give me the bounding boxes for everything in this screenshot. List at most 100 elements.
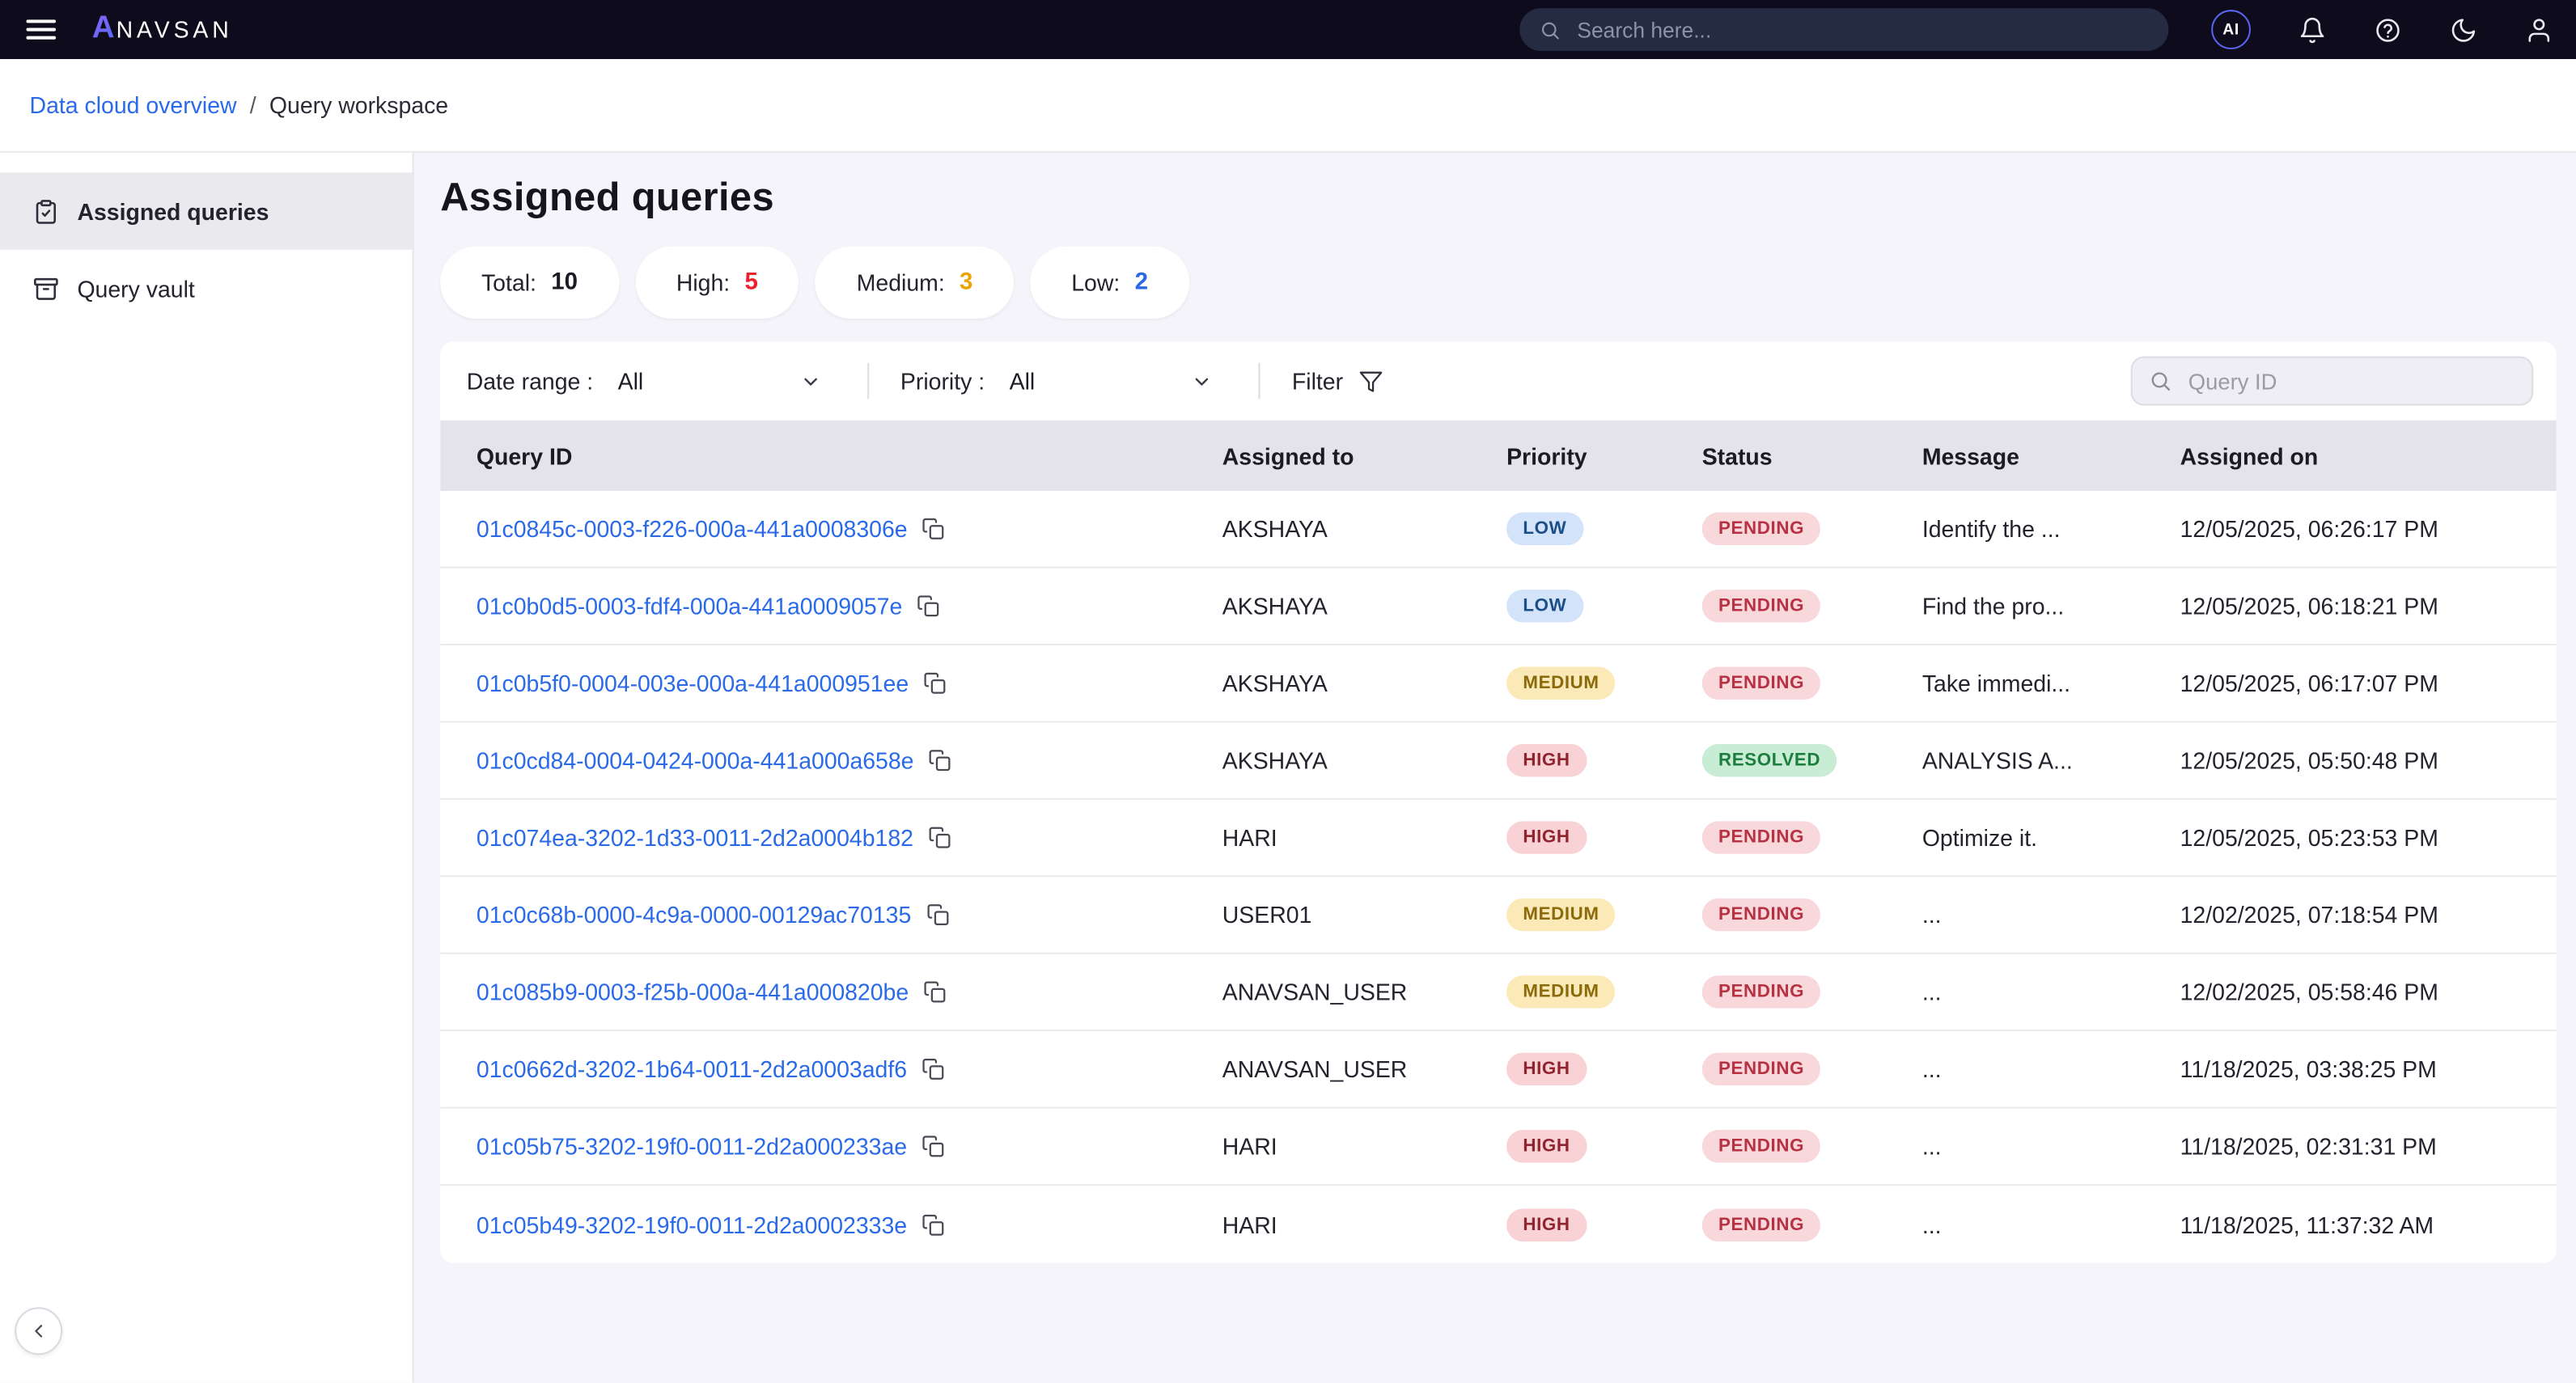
assigned-to-cell: HARI [1222,1211,1277,1238]
table-body: 01c0845c-0003-f226-000a-441a0008306e AKS… [440,491,2557,1263]
query-id-link[interactable]: 01c0b5f0-0004-003e-000a-441a000951ee [476,670,909,696]
status-badge: PENDING [1701,1207,1821,1241]
table-row[interactable]: 01c05b49-3202-19f0-0011-2d2a0002333e HAR… [440,1186,2557,1263]
priority-badge: HIGH [1506,743,1587,777]
query-id-link[interactable]: 01c0c68b-0000-4c9a-0000-00129ac70135 [476,901,912,928]
assigned-to-cell: AKSHAYA [1222,670,1328,696]
notifications-bell-icon[interactable] [2298,15,2327,44]
stat-high: High: 5 [635,246,799,319]
date-range-select[interactable]: All [615,368,825,394]
assigned-to-cell: ANAVSAN_USER [1222,1055,1408,1083]
query-id-link[interactable]: 01c074ea-3202-1d33-0011-2d2a0004b182 [476,824,913,851]
priority-badge: LOW [1506,512,1583,546]
query-id-link[interactable]: 01c0662d-3202-1b64-0011-2d2a0003adf6 [476,1055,908,1083]
stat-total: Total: 10 [440,246,619,319]
breadcrumb-link-data-cloud-overview[interactable]: Data cloud overview [29,91,237,119]
table-row[interactable]: 01c0662d-3202-1b64-0011-2d2a0003adf6 ANA… [440,1031,2557,1109]
priority-select[interactable]: All [1006,368,1217,394]
breadcrumb-separator: / [249,91,256,119]
filter-button[interactable]: Filter [1292,368,1383,394]
stat-label: High: [676,269,731,296]
table-row[interactable]: 01c0b5f0-0004-003e-000a-441a000951ee AKS… [440,645,2557,723]
collapse-sidebar-button[interactable] [15,1307,63,1356]
stat-medium: Medium: 3 [815,246,1015,319]
copy-icon[interactable] [922,518,945,540]
column-header-message: Message [1921,442,2019,469]
search-icon [2151,372,2171,391]
top-navbar: A NAVSAN AI [0,0,2576,60]
query-id-link[interactable]: 01c0845c-0003-f226-000a-441a0008306e [476,515,908,543]
navbar-icons [2298,15,2553,44]
column-header-query-id: Query ID [476,442,573,469]
assigned-to-cell: ANAVSAN_USER [1222,979,1408,1005]
copy-icon[interactable] [929,749,951,772]
query-id-search-input[interactable] [2184,366,2515,395]
stat-value: 2 [1134,269,1148,296]
stat-label: Total: [481,269,536,296]
query-id-link[interactable]: 01c0b0d5-0003-fdf4-000a-441a0009057e [476,593,903,620]
stat-label: Medium: [856,269,945,296]
assigned-on-cell: 12/05/2025, 05:50:48 PM [2180,746,2438,774]
sidebar-item-label: Assigned queries [77,197,269,225]
copy-icon[interactable] [928,826,951,848]
queries-card: Date range : All Priority : All Filter [440,341,2557,1263]
message-cell: Optimize it. [1921,824,2037,851]
assigned-on-cell: 12/02/2025, 05:58:46 PM [2180,979,2438,1005]
column-header-priority: Priority [1506,442,1587,469]
global-search-input[interactable] [1574,15,2150,44]
sidebar: Assigned queries Query vault [0,152,414,1383]
table-row[interactable]: 01c085b9-0003-f25b-000a-441a000820be ANA… [440,954,2557,1032]
assigned-on-cell: 12/05/2025, 06:26:17 PM [2180,515,2438,543]
message-cell: ANALYSIS A... [1921,746,2073,774]
copy-icon[interactable] [923,980,946,1003]
priority-badge: MEDIUM [1506,975,1616,1009]
table-row[interactable]: 01c0b0d5-0003-fdf4-000a-441a0009057e AKS… [440,568,2557,646]
assigned-on-cell: 11/18/2025, 03:38:25 PM [2180,1055,2437,1083]
assigned-to-cell: AKSHAYA [1222,593,1328,620]
copy-icon[interactable] [923,672,946,695]
status-badge: PENDING [1701,512,1821,546]
copy-icon[interactable] [922,1135,944,1157]
ai-badge[interactable]: AI [2211,10,2251,49]
assigned-on-cell: 12/05/2025, 06:18:21 PM [2180,593,2438,620]
anavsan-logo[interactable]: A NAVSAN [92,11,233,48]
table-row[interactable]: 01c0845c-0003-f226-000a-441a0008306e AKS… [440,491,2557,569]
sidebar-item-query-vault[interactable]: Query vault [0,250,413,327]
table-row[interactable]: 01c05b75-3202-19f0-0011-2d2a000233ae HAR… [440,1108,2557,1186]
copy-icon[interactable] [922,1058,944,1081]
assigned-on-cell: 11/18/2025, 02:31:31 PM [2180,1133,2437,1160]
query-id-link[interactable]: 01c0cd84-0004-0424-000a-441a000a658e [476,746,914,774]
assigned-to-cell: HARI [1222,1133,1277,1160]
copy-icon[interactable] [917,594,940,617]
priority-badge: MEDIUM [1506,666,1616,700]
message-cell: ... [1921,1133,1942,1160]
stat-value: 10 [551,269,578,296]
copy-icon[interactable] [926,903,949,926]
priority-badge: LOW [1506,589,1583,623]
query-id-link[interactable]: 01c085b9-0003-f25b-000a-441a000820be [476,979,909,1005]
query-vault-icon [34,277,58,299]
query-id-search[interactable] [2130,356,2534,406]
filter-divider [867,362,870,400]
table-row[interactable]: 01c0c68b-0000-4c9a-0000-00129ac70135 USE… [440,877,2557,954]
hamburger-menu-icon[interactable] [26,19,57,40]
table-row[interactable]: 01c0cd84-0004-0424-000a-441a000a658e AKS… [440,722,2557,800]
sidebar-item-assigned-queries[interactable]: Assigned queries [0,172,413,250]
column-header-assigned-on: Assigned on [2180,442,2319,469]
query-id-link[interactable]: 01c05b49-3202-19f0-0011-2d2a0002333e [476,1211,908,1238]
user-profile-icon[interactable] [2525,15,2553,44]
breadcrumb-current: Query workspace [269,91,449,119]
query-id-link[interactable]: 01c05b75-3202-19f0-0011-2d2a000233ae [476,1133,908,1160]
status-badge: RESOLVED [1701,743,1837,777]
message-cell: ... [1921,979,1942,1005]
column-header-assigned-to: Assigned to [1222,442,1354,469]
filter-button-label: Filter [1291,367,1344,395]
copy-icon[interactable] [922,1213,944,1236]
help-icon[interactable] [2374,15,2402,44]
table-row[interactable]: 01c074ea-3202-1d33-0011-2d2a0004b182 HAR… [440,799,2557,878]
message-cell: Identify the ... [1921,515,2061,543]
filter-funnel-icon [1358,370,1382,391]
global-search[interactable] [1519,8,2169,51]
dark-mode-moon-icon[interactable] [2450,15,2478,44]
